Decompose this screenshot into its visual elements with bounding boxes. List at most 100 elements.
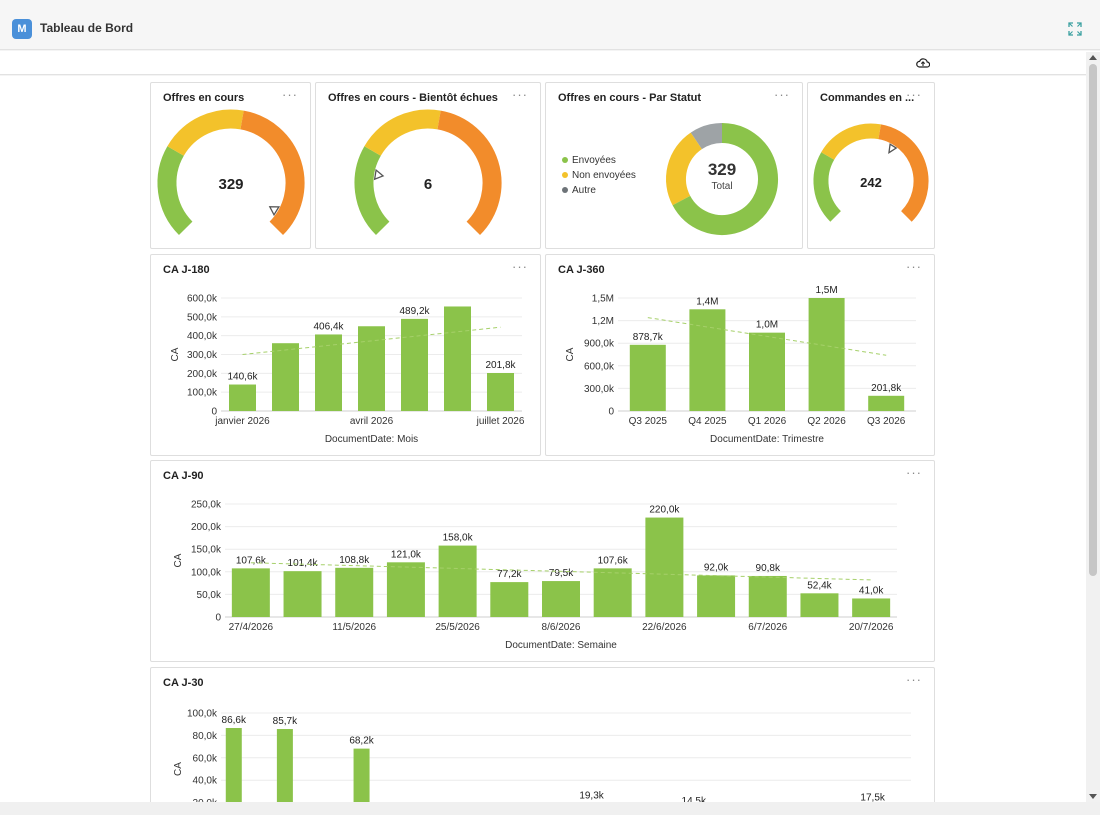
- legend-swatch: [562, 172, 568, 179]
- data-label: 41,0k: [859, 585, 884, 596]
- bar: [229, 384, 256, 411]
- app-title: Tableau de Bord: [40, 21, 134, 35]
- bar: [386, 562, 425, 617]
- gauge-pointer: [268, 206, 281, 217]
- y-tick-label: 250,0k: [191, 500, 222, 511]
- bar: [852, 598, 891, 617]
- gauge-chart: 6: [354, 109, 502, 236]
- y-tick-label: 400,0k: [187, 331, 218, 342]
- gauge-chart: 242: [813, 123, 929, 222]
- data-label: 158,0k: [443, 533, 474, 544]
- bar: [542, 581, 580, 617]
- x-axis-label: DocumentDate: Semaine: [505, 640, 617, 651]
- x-tick-label: 22/6/2026: [642, 622, 687, 633]
- x-axis-label: DocumentDate: Trimestre: [710, 434, 824, 445]
- x-tick-label: janvier 2026: [214, 416, 270, 427]
- gauge-pointer: [888, 143, 898, 155]
- bar: [490, 582, 529, 617]
- gauge-segment: [354, 146, 390, 236]
- more-options-icon[interactable]: ···: [774, 87, 790, 102]
- data-label: 17,5k: [860, 792, 885, 802]
- data-label: 878,7k: [633, 332, 664, 343]
- data-label: 79,5k: [549, 568, 574, 579]
- vertical-scrollbar[interactable]: [1086, 52, 1100, 802]
- data-label: 1,5M: [815, 285, 837, 296]
- bar: [225, 728, 242, 802]
- card-title: Offres en cours: [163, 92, 245, 104]
- y-tick-label: 0: [215, 613, 221, 624]
- bar: [401, 318, 428, 411]
- more-options-icon[interactable]: ···: [512, 259, 528, 274]
- gauge-pointer: [373, 168, 385, 181]
- trend-line: [250, 562, 872, 581]
- card-title: Commandes en ...: [820, 92, 915, 104]
- bar-chart: 0 100,0k 200,0k 300,0k 400,0k 500,0k 600,0k CA 1…: [170, 294, 525, 446]
- scroll-down-icon[interactable]: [1089, 792, 1097, 800]
- bar: [353, 748, 370, 802]
- data-label: 68,2k: [349, 736, 374, 747]
- bar: [800, 593, 839, 617]
- y-axis-label: CA: [173, 553, 184, 567]
- data-label: 101,4k: [288, 558, 319, 569]
- data-label: 220,0k: [649, 505, 680, 516]
- bar-chart: 0 50,0k 100,0k 150,0k 200,0k 250,0k CA 107,6k 27…: [173, 500, 897, 651]
- gauge-segment: [813, 152, 842, 222]
- bottom-bar: [0, 802, 1100, 815]
- legend-label: Non envoyées: [572, 170, 636, 181]
- fullscreen-icon[interactable]: [1068, 22, 1082, 36]
- y-tick-label: 200,0k: [187, 369, 218, 380]
- data-label: 201,8k: [871, 383, 902, 394]
- bar: [749, 332, 785, 411]
- bar: [645, 517, 684, 617]
- card-title: CA J-90: [163, 470, 204, 482]
- y-tick-label: 100,0k: [191, 567, 222, 578]
- x-tick-label: Q3 2025: [629, 416, 668, 427]
- bar-chart-card-ca-j180: CA J-180 ··· 0 100,0k 200,0k 300,0k 400,0k 50…: [150, 254, 541, 456]
- gauge-value: 6: [424, 176, 432, 193]
- scroll-up-icon[interactable]: [1089, 54, 1097, 62]
- trend-line: [242, 326, 501, 355]
- y-tick-label: 80,0k: [193, 731, 218, 742]
- gauge-chart: 329: [157, 109, 305, 236]
- more-options-icon[interactable]: ···: [906, 465, 922, 480]
- donut-slice: [672, 123, 778, 235]
- more-options-icon[interactable]: ···: [906, 672, 922, 687]
- gauge-segment: [157, 146, 193, 236]
- cloud-upload-icon[interactable]: [916, 57, 930, 69]
- x-tick-label: 8/6/2026: [542, 622, 581, 633]
- toolbar: [0, 51, 1100, 75]
- y-tick-label: 60,0k: [193, 753, 218, 764]
- bar: [283, 571, 322, 617]
- y-tick-label: 50,0k: [197, 590, 222, 601]
- bar: [231, 568, 270, 617]
- data-label: 1,0M: [756, 320, 778, 331]
- data-label: 121,0k: [391, 549, 422, 560]
- x-tick-label: 20/7/2026: [849, 622, 894, 633]
- legend-item: Autre: [562, 183, 636, 198]
- card-title: CA J-360: [558, 264, 605, 276]
- y-tick-label: 500,0k: [187, 312, 218, 323]
- bar: [444, 306, 471, 411]
- bar: [689, 309, 726, 411]
- more-options-icon[interactable]: ···: [906, 87, 922, 102]
- more-options-icon[interactable]: ···: [512, 87, 528, 102]
- gauge-segment: [167, 109, 244, 157]
- data-label: 14,5k: [682, 796, 707, 802]
- bar: [335, 567, 374, 617]
- data-label: 86,6k: [222, 715, 247, 726]
- gauge-card-bientot-echues: Offres en cours - Bientôt échues ··· 6: [315, 82, 541, 249]
- y-axis-label: CA: [170, 347, 181, 361]
- more-options-icon[interactable]: ···: [282, 87, 298, 102]
- bar-chart-card-ca-j360: CA J-360 ··· 0 300,0k 600,0k 900,0k 1,2M 1,5M…: [545, 254, 935, 456]
- bar: [272, 343, 299, 411]
- y-tick-label: 1,2M: [592, 316, 614, 327]
- x-tick-label: Q2 2026: [807, 416, 846, 427]
- scrollbar-thumb[interactable]: [1089, 64, 1097, 576]
- legend-item: Non envoyées: [562, 168, 636, 183]
- data-label: 85,7k: [273, 716, 298, 727]
- card-title: Offres en cours - Bientôt échues: [328, 92, 498, 104]
- x-axis-label: DocumentDate: Mois: [325, 434, 418, 445]
- bar: [868, 395, 905, 411]
- more-options-icon[interactable]: ···: [906, 259, 922, 274]
- y-tick-label: 0: [608, 407, 614, 418]
